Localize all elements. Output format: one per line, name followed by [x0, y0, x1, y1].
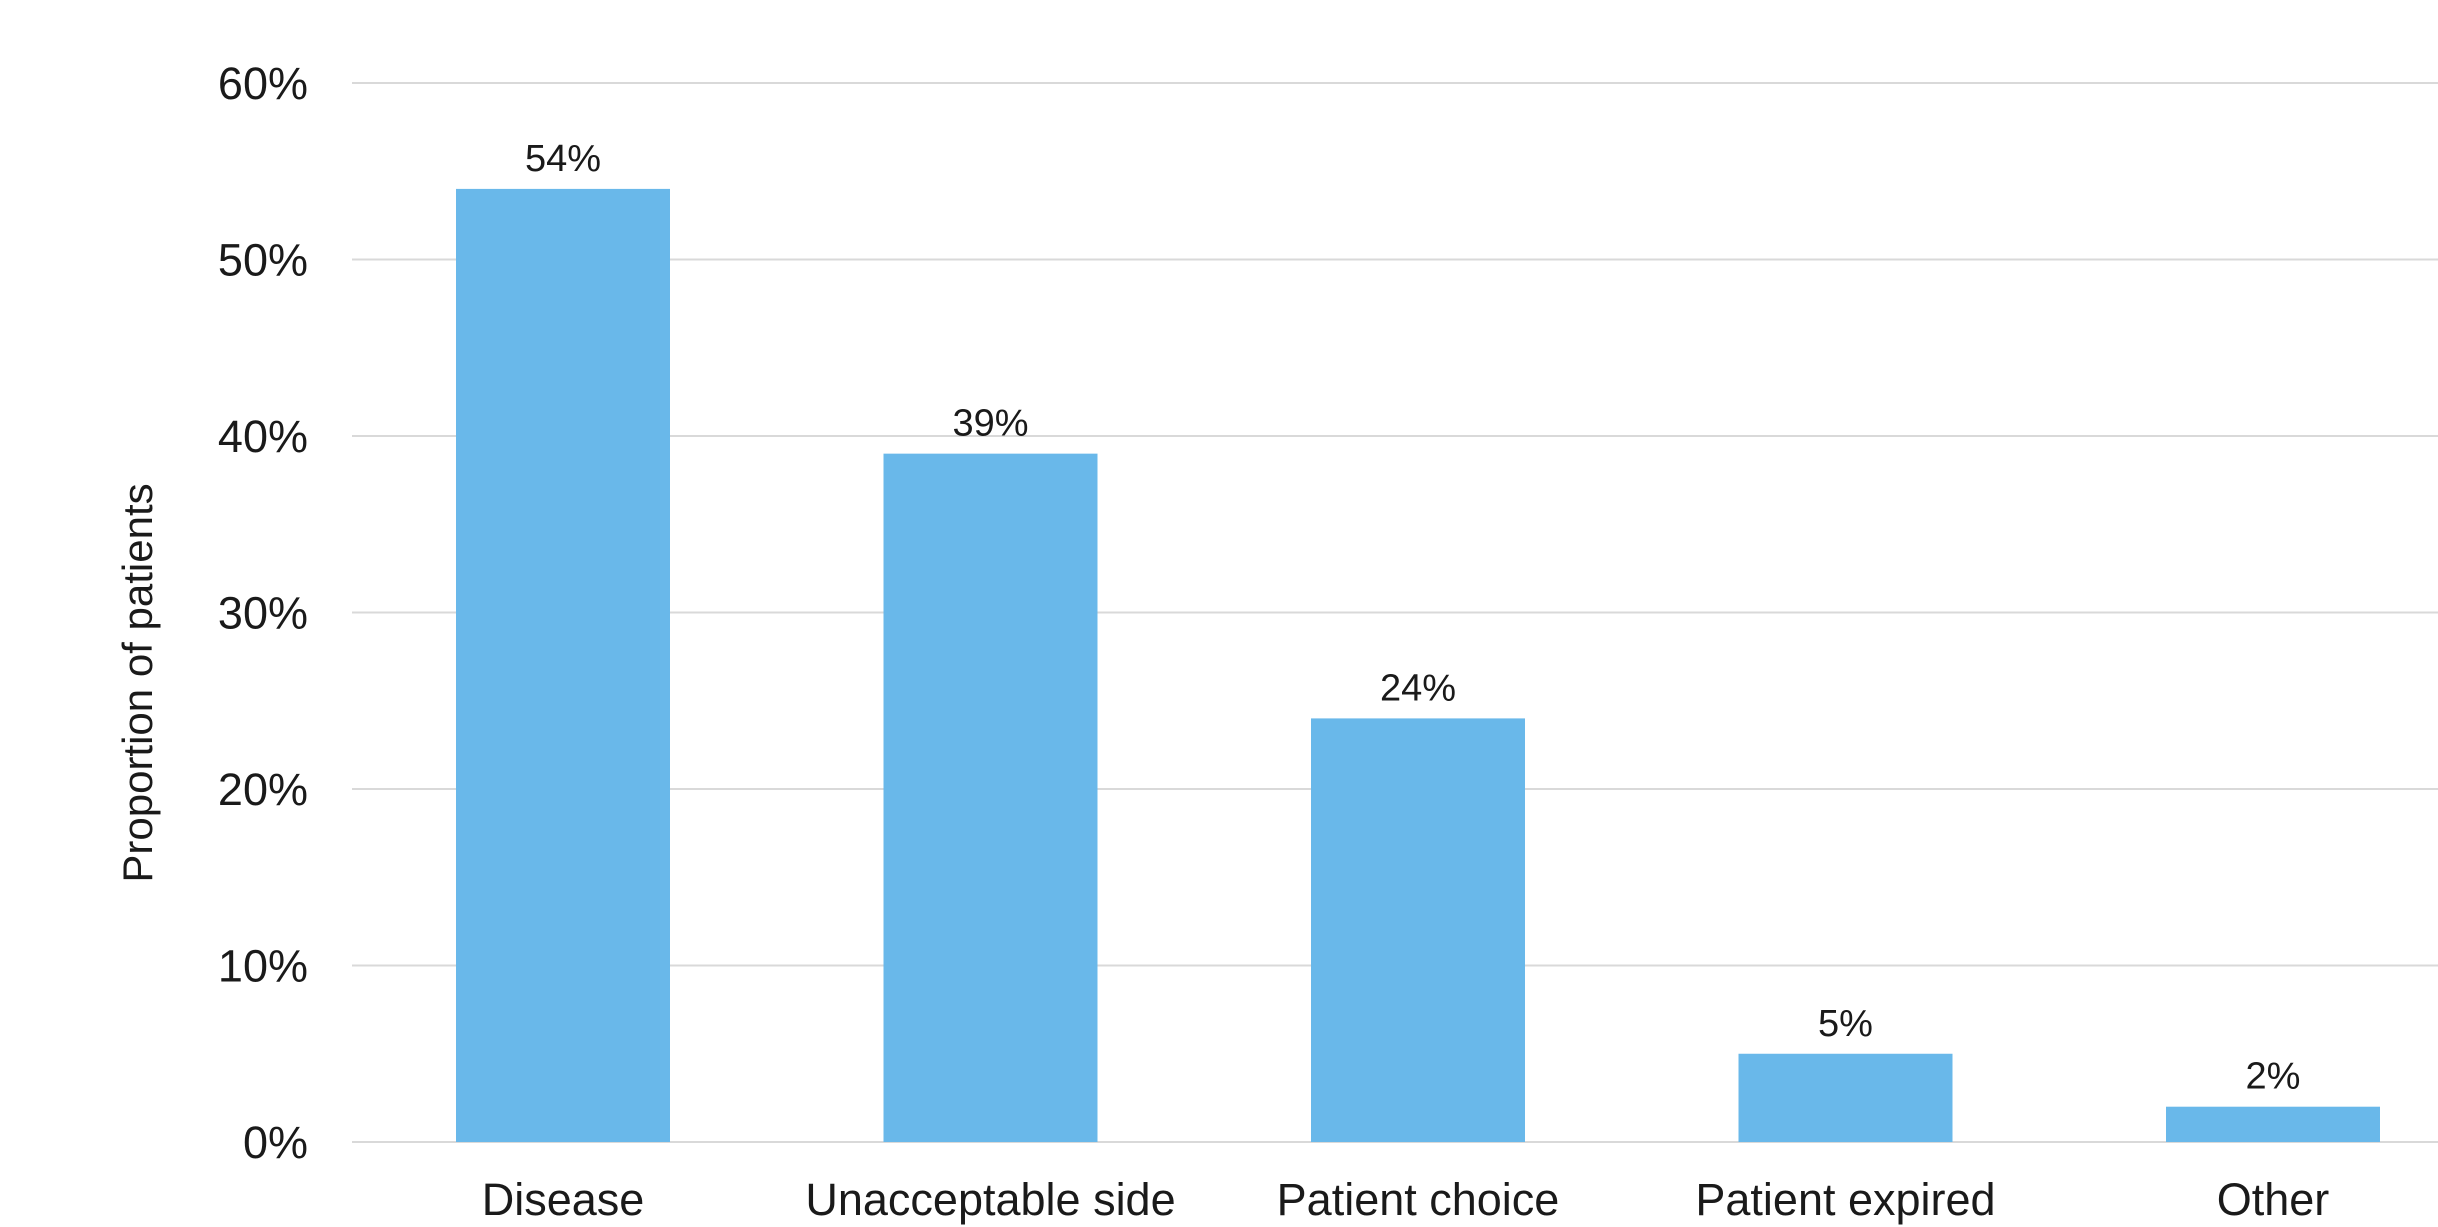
y-axis-title: Proportion of patients [114, 483, 161, 882]
bar [883, 453, 1098, 1142]
y-tick-label: 60% [218, 58, 308, 109]
x-category-label: Unacceptable side [805, 1174, 1175, 1225]
bar-value-label: 2% [2246, 1056, 2301, 1098]
x-category-label: Disease [482, 1174, 645, 1225]
y-tick-label: 40% [218, 411, 308, 462]
y-tick-label: 50% [218, 235, 308, 286]
bar [456, 188, 670, 1142]
bar-value-label: 39% [952, 403, 1028, 445]
x-axis-categories: Disease Unacceptable side Patient choice Pa… [482, 1174, 2330, 1225]
bars [456, 188, 2380, 1142]
bar-value-label: 54% [525, 138, 601, 180]
y-tick-label: 0% [243, 1117, 308, 1168]
x-category-label: Patient expired [1695, 1174, 1995, 1225]
bar [1738, 1053, 1953, 1142]
y-tick-label: 20% [218, 764, 308, 815]
bar [1311, 718, 1525, 1142]
bar-value-label: 5% [1818, 1003, 1873, 1045]
y-tick-label: 10% [218, 941, 308, 992]
y-tick-label: 30% [218, 588, 308, 639]
bar-value-label: 24% [1380, 667, 1456, 709]
y-axis-ticks: 0% 10% 20% 30% 40% 50% 60% [218, 58, 308, 1168]
x-category-label: Patient choice [1277, 1174, 1560, 1225]
data-labels: 54% 39% 24% 5% 2% [525, 138, 2300, 1098]
x-category-label: Other [2217, 1174, 2330, 1225]
bar [2166, 1106, 2380, 1142]
